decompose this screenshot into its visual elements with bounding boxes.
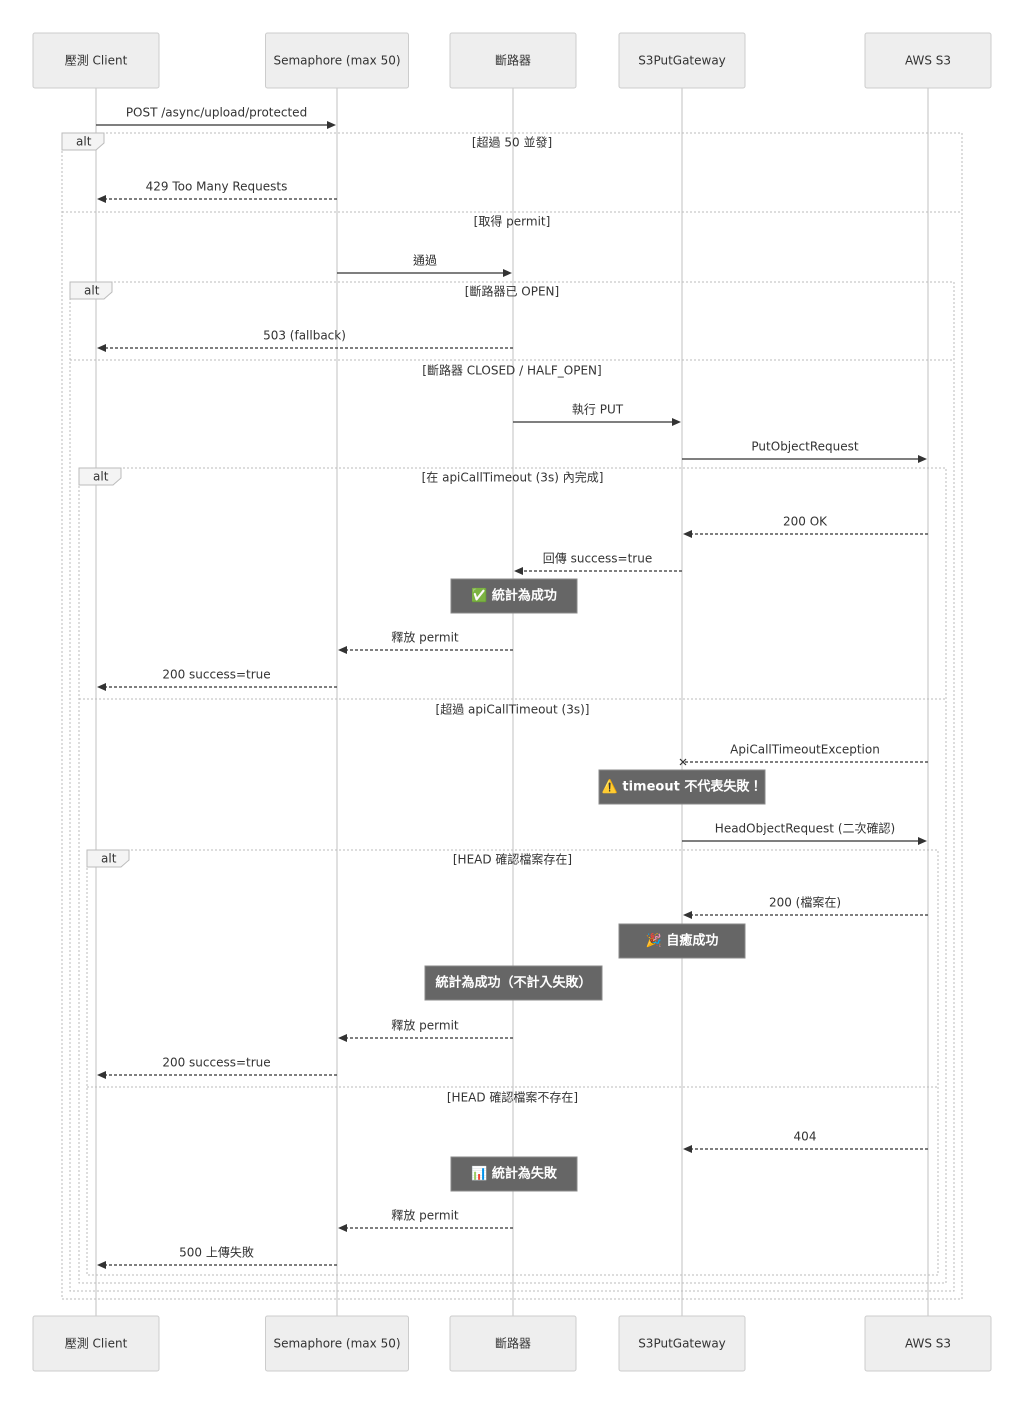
arrow-head xyxy=(672,418,681,426)
fragment-condition: [在 apiCallTimeout (3s) 內完成] xyxy=(422,470,604,485)
message-label: 釋放 permit xyxy=(391,1018,459,1033)
arrow-head xyxy=(97,1261,106,1269)
message-label: 429 Too Many Requests xyxy=(146,180,288,194)
participant-box xyxy=(32,32,160,89)
message-label: 200 success=true xyxy=(162,668,270,682)
participant-label: 斷路器 xyxy=(495,53,531,68)
participant-label: Semaphore (max 50) xyxy=(273,1337,400,1351)
participant-label: Semaphore (max 50) xyxy=(273,54,400,68)
fragment-condition: [斷路器 CLOSED / HALF_OPEN] xyxy=(422,363,601,378)
fragment-tab xyxy=(86,849,130,868)
arrow-head xyxy=(683,1145,692,1153)
fragment-label: alt xyxy=(84,284,100,298)
message-label: 通過 xyxy=(413,253,437,268)
arrow-head xyxy=(97,344,106,352)
participant-box xyxy=(32,1315,160,1372)
note-box xyxy=(450,1156,578,1192)
participant-box xyxy=(265,32,409,89)
fragment-frame xyxy=(86,849,939,1276)
participant-box xyxy=(618,32,746,89)
fragment-tab xyxy=(78,467,122,486)
fragment-tab xyxy=(61,132,105,151)
fragment-label: alt xyxy=(76,135,92,149)
message-label: 釋放 permit xyxy=(391,1208,459,1223)
arrow-cross xyxy=(679,758,687,766)
participant-label: 斷路器 xyxy=(495,1336,531,1351)
participant-box xyxy=(618,1315,746,1372)
message-label: 執行 PUT xyxy=(572,403,624,417)
participant-box xyxy=(449,1315,577,1372)
participant-box xyxy=(449,32,577,89)
participant-label: 壓測 Client xyxy=(65,54,128,68)
message-label: 釋放 permit xyxy=(391,630,459,645)
arrow-head xyxy=(683,911,692,919)
arrow-head xyxy=(97,683,106,691)
note-text: 統計為成功（不計入失敗） xyxy=(435,975,591,991)
message-label: 500 上傳失敗 xyxy=(179,1245,254,1260)
arrow-head xyxy=(338,646,347,654)
message-label: 回傳 success=true xyxy=(543,552,652,566)
fragment-frame xyxy=(61,132,963,1300)
arrow-head xyxy=(338,1224,347,1232)
arrow-head xyxy=(918,455,927,463)
arrow-head xyxy=(327,121,336,129)
participant-box xyxy=(864,32,992,89)
fragment-condition: [超過 apiCallTimeout (3s)] xyxy=(436,702,590,717)
note-box xyxy=(450,578,578,614)
participant-box xyxy=(265,1315,409,1372)
participant-label: S3PutGateway xyxy=(638,1337,726,1351)
note-text: ✅ 統計為成功 xyxy=(471,588,557,604)
message-label: ApiCallTimeoutException xyxy=(730,743,880,757)
fragment-condition: [HEAD 確認檔案存在] xyxy=(453,852,572,867)
fragment-condition: [斷路器已 OPEN] xyxy=(465,284,559,299)
note-box xyxy=(598,769,766,805)
fragment-tab xyxy=(69,281,113,300)
message-label: PutObjectRequest xyxy=(751,440,858,454)
fragment-label: alt xyxy=(93,470,109,484)
fragment-frame xyxy=(69,281,955,1292)
note-text: ⚠️ timeout 不代表失敗！ xyxy=(602,779,763,795)
note-text: 📊 統計為失敗 xyxy=(471,1166,558,1182)
message-label: 200 OK xyxy=(783,515,828,529)
message-label: 404 xyxy=(794,1130,817,1144)
fragment-label: alt xyxy=(101,852,117,866)
fragment-condition: [HEAD 確認檔案不存在] xyxy=(447,1090,578,1105)
participant-label: AWS S3 xyxy=(905,1337,951,1351)
arrow-head xyxy=(514,567,523,575)
participant-label: 壓測 Client xyxy=(65,1337,128,1351)
arrow-head xyxy=(683,530,692,538)
message-label: 503 (fallback) xyxy=(263,329,346,343)
message-label: 200 success=true xyxy=(162,1056,270,1070)
message-label: HeadObjectRequest (二次確認) xyxy=(715,821,895,836)
arrow-head xyxy=(97,195,106,203)
participant-label: S3PutGateway xyxy=(638,54,726,68)
note-text: 🎉 自癒成功 xyxy=(646,933,719,949)
participant-box xyxy=(864,1315,992,1372)
participant-label: AWS S3 xyxy=(905,54,951,68)
note-box xyxy=(618,923,746,959)
arrow-head xyxy=(503,269,512,277)
arrow-head xyxy=(918,837,927,845)
arrow-head xyxy=(97,1071,106,1079)
fragment-condition: [取得 permit] xyxy=(474,214,551,229)
note-box xyxy=(424,965,603,1001)
message-label: 200 (檔案在) xyxy=(769,896,841,910)
fragment-frame xyxy=(78,467,947,1284)
message-label: POST /async/upload/protected xyxy=(126,106,307,120)
fragment-condition: [超過 50 並發] xyxy=(472,135,552,150)
arrow-head xyxy=(338,1034,347,1042)
